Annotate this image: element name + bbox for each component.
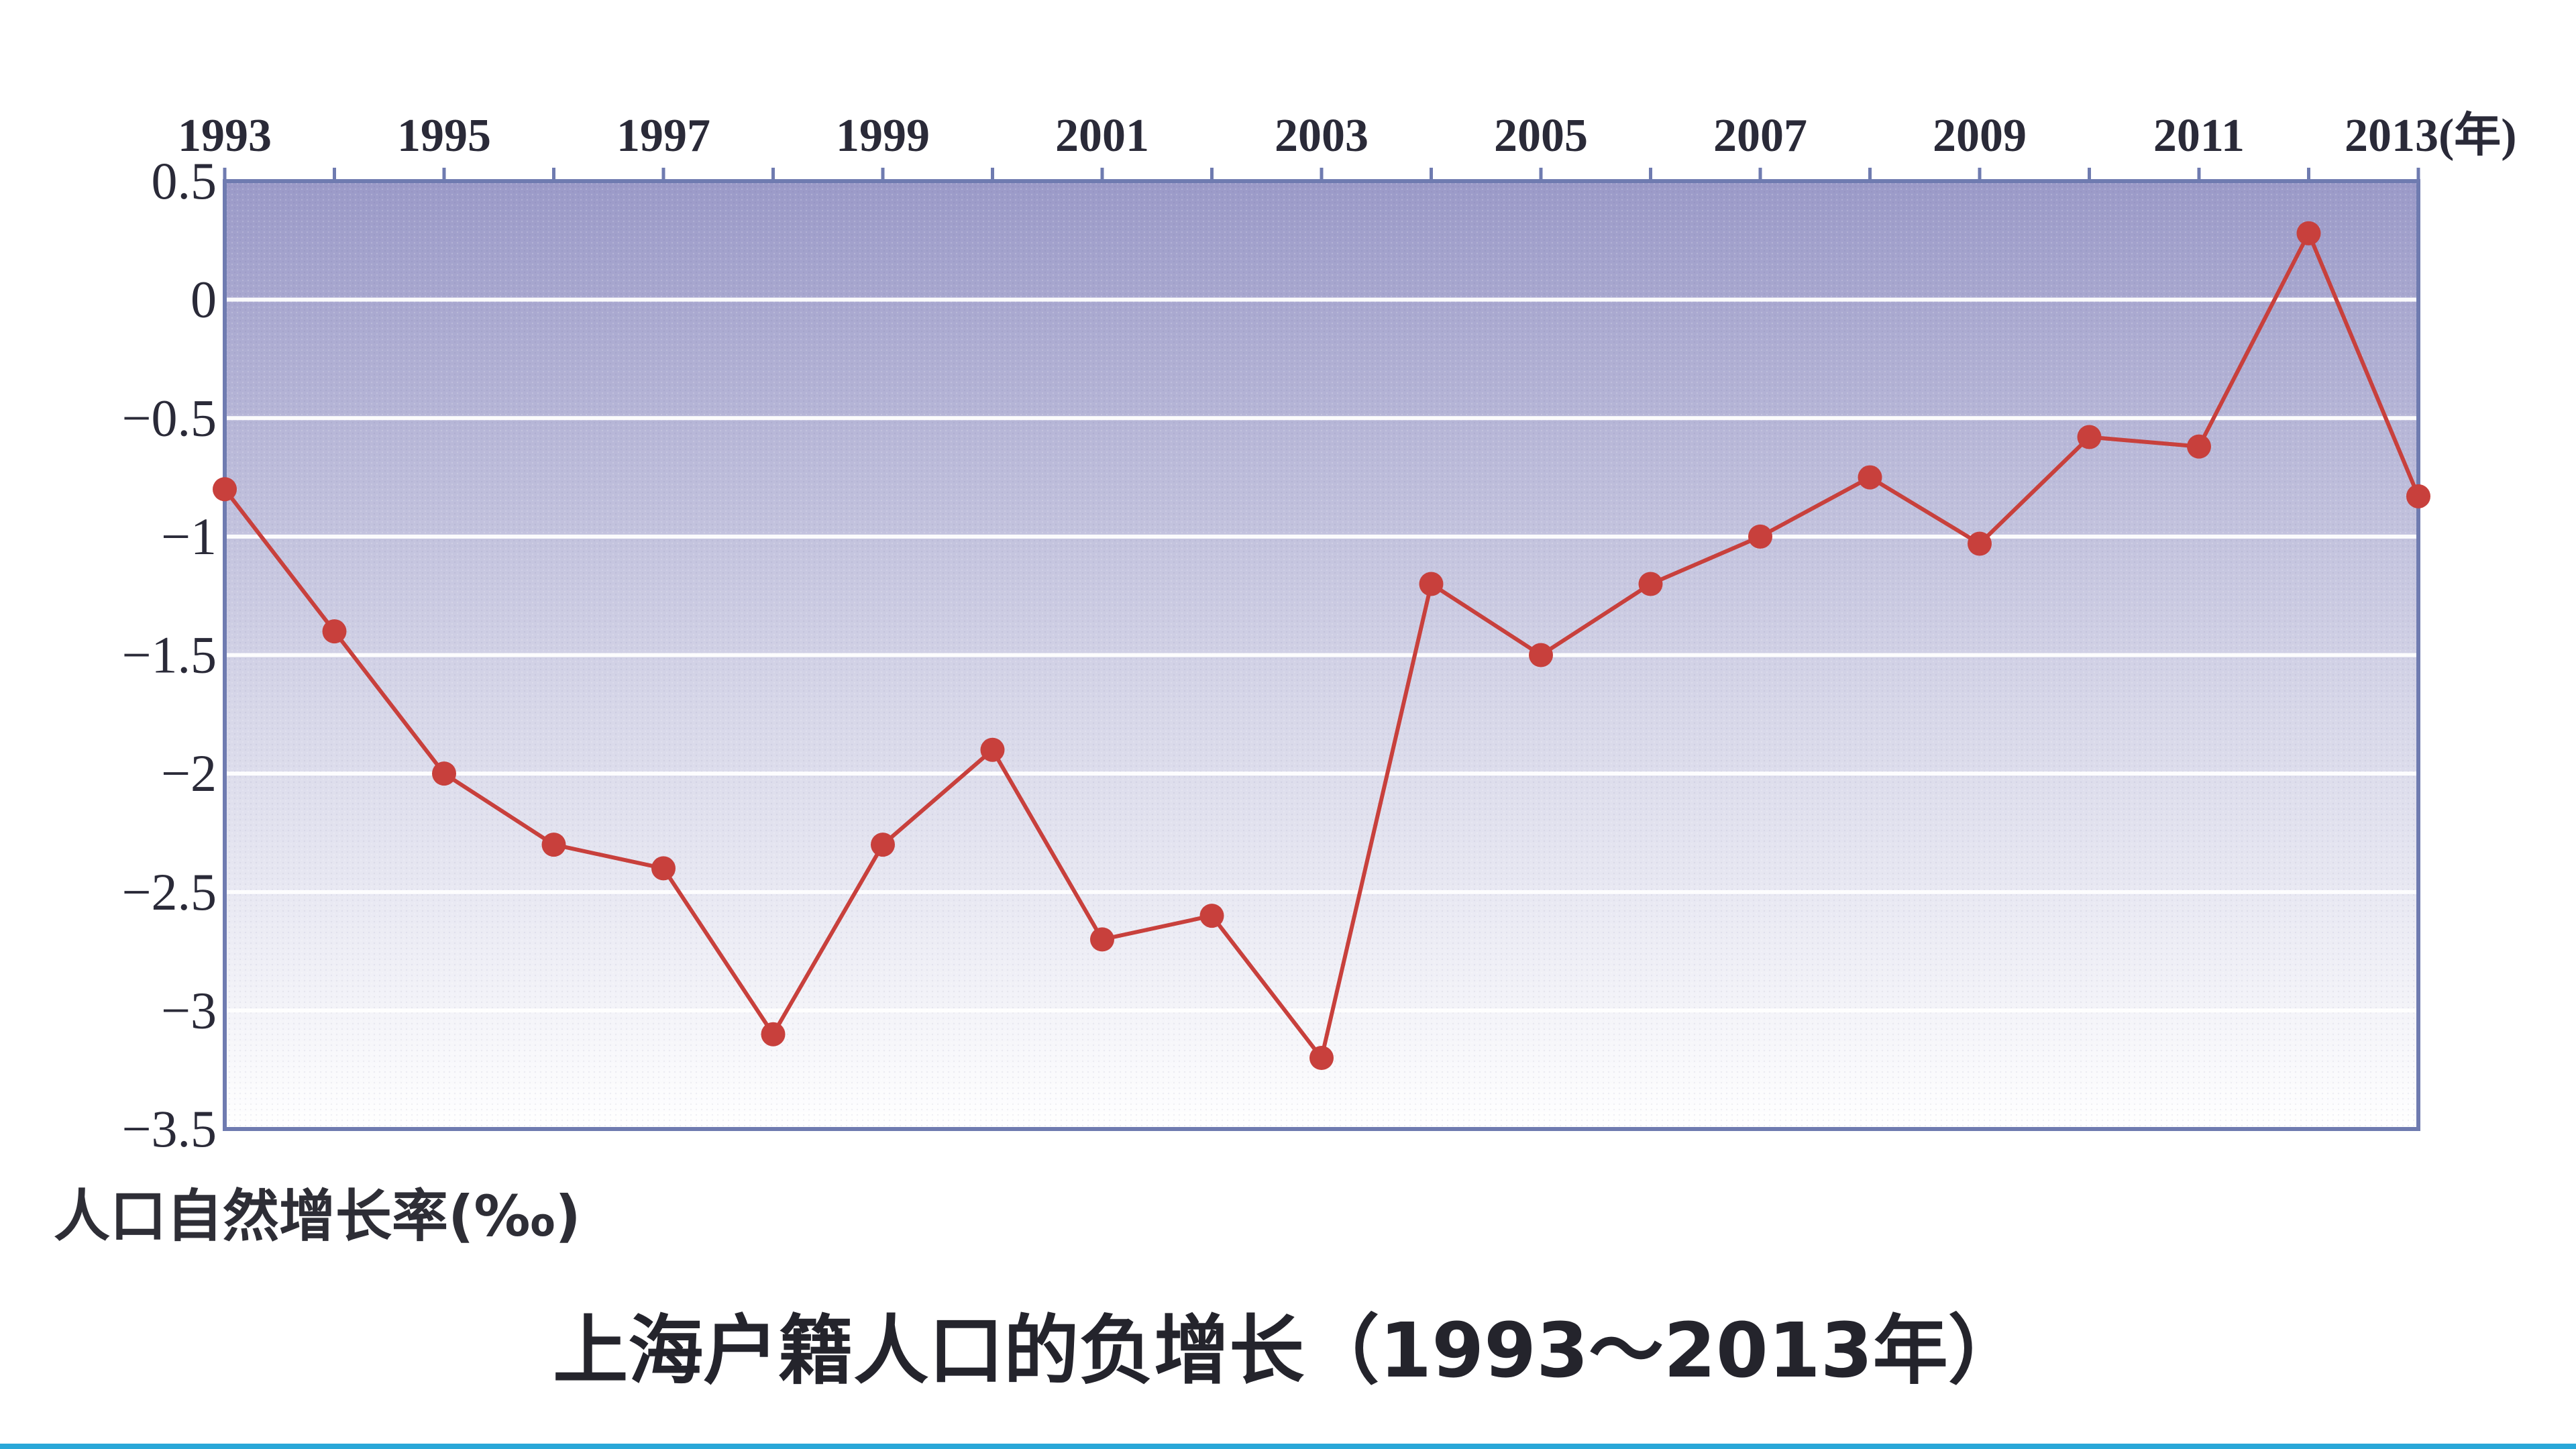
data-point — [1968, 531, 1992, 556]
y-tick-label: 0 — [191, 270, 217, 329]
bottom-rule — [0, 1444, 2576, 1449]
x-tick-label: 1997 — [616, 110, 710, 162]
x-tick-label: 2001 — [1055, 110, 1149, 162]
data-point — [322, 619, 347, 644]
data-point — [541, 833, 566, 857]
x-tick-label: 2005 — [1494, 110, 1588, 162]
data-point — [871, 833, 895, 857]
x-tick-label: 2009 — [1933, 110, 2027, 162]
data-point — [761, 1022, 786, 1046]
data-point — [980, 737, 1005, 762]
x-tick-label: 1993 — [178, 110, 272, 162]
chart-title: 上海户籍人口的负增长（1993～2013年） — [553, 1307, 2023, 1395]
x-axis-ticks: 1993 1995 1997 1999 2001 2003 2005 2007 2009 2011… — [178, 109, 2517, 181]
x-tick-label: 2007 — [1713, 110, 1807, 162]
data-point — [1309, 1046, 1334, 1071]
data-point — [213, 477, 237, 502]
series-points — [213, 221, 2430, 1071]
y-axis-ticks: 0.5 0 −0.5 −1 −1.5 −2 −2.5 −3 −3.5 — [122, 152, 217, 1158]
y-tick-label: −0.5 — [122, 388, 217, 447]
x-tick-label: 2011 — [2153, 110, 2245, 162]
data-point — [1529, 643, 1553, 667]
y-tick-label: −3 — [161, 981, 217, 1039]
x-tick-label: 1995 — [397, 110, 491, 162]
data-point — [651, 856, 676, 881]
data-point — [1090, 927, 1114, 952]
x-tick-label: 2003 — [1275, 110, 1368, 162]
y-tick-label: 0.5 — [152, 152, 217, 210]
data-point — [432, 761, 456, 786]
y-tick-label: −2.5 — [122, 863, 217, 921]
y-axis-title: 人口自然增长率(‰) — [54, 1183, 581, 1249]
data-point — [2406, 484, 2430, 508]
data-point — [1199, 904, 1224, 928]
data-point — [2077, 425, 2102, 449]
data-point — [2296, 221, 2321, 246]
y-tick-label: −2 — [161, 744, 217, 802]
data-point — [1748, 524, 1772, 549]
y-tick-label: −1.5 — [122, 626, 217, 684]
y-tick-label: −3.5 — [122, 1099, 217, 1158]
data-point — [1858, 465, 1882, 490]
data-point — [2187, 434, 2211, 459]
y-tick-label: −1 — [161, 507, 217, 566]
x-tick-label: 1999 — [836, 110, 930, 162]
x-tick-label: 2013(年) — [2345, 109, 2517, 162]
data-point — [1638, 572, 1663, 596]
data-point — [1419, 572, 1444, 596]
gridlines — [225, 297, 2418, 1013]
